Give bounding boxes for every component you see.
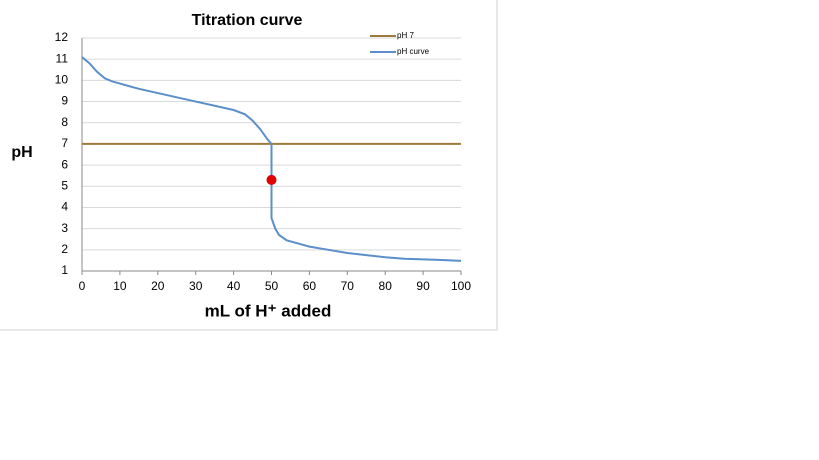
y-tick-label: 12	[55, 30, 69, 44]
chart-title: Titration curve	[192, 12, 303, 29]
x-tick-label: 60	[303, 279, 317, 293]
y-tick-label: 6	[61, 157, 68, 171]
y-tick-label: 3	[61, 221, 68, 235]
y-axis-label: pH	[11, 144, 32, 161]
point-marker	[266, 174, 277, 185]
x-tick-label: 10	[113, 279, 127, 293]
y-tick-label: 10	[55, 73, 69, 87]
x-tick-label: 0	[79, 279, 86, 293]
x-tick-label: 20	[151, 279, 165, 293]
x-tick-label: 90	[416, 279, 430, 293]
y-tick-label: 4	[61, 200, 68, 214]
x-axis-label: mL of H⁺ added	[205, 301, 332, 320]
y-tick-label: 11	[56, 51, 69, 65]
x-tick-label: 40	[227, 279, 241, 293]
x-tick-label: 100	[451, 279, 471, 293]
y-tick-label: 7	[61, 136, 68, 150]
y-tick-label: 1	[61, 263, 68, 277]
series-line	[81, 56, 462, 262]
legend-label: pH 7	[397, 31, 414, 40]
x-tick-label: 50	[265, 279, 279, 293]
y-tick-label: 2	[61, 242, 68, 256]
x-tick-label: 70	[341, 279, 355, 293]
y-tick-label: 9	[61, 94, 68, 108]
legend-label: pH curve	[397, 47, 430, 56]
x-tick-label: 30	[189, 279, 203, 293]
y-tick-label: 5	[61, 178, 68, 192]
y-tick-label: 8	[61, 115, 68, 129]
x-tick-label: 80	[379, 279, 393, 293]
